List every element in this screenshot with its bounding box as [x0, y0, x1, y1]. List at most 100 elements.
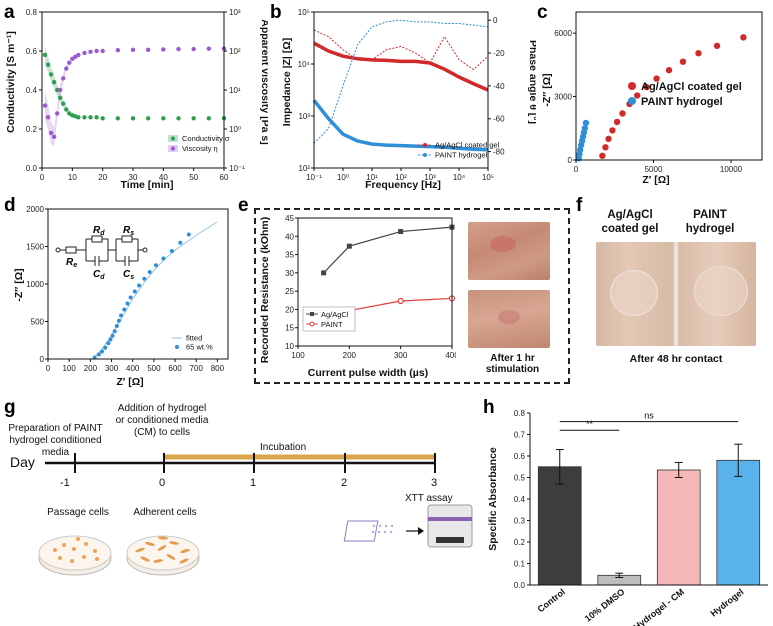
a-viscosity-point — [54, 111, 60, 116]
a-conductivity-point — [176, 116, 181, 121]
a-conductivity-point — [88, 115, 93, 120]
a-viscosity-point — [206, 46, 212, 51]
h-category-label: Hydrogel — [709, 587, 746, 619]
h-bar-0 — [537, 466, 582, 586]
c-point — [602, 144, 609, 151]
d-point — [110, 333, 115, 338]
c-point — [582, 119, 590, 127]
c-xlabel: Z′ [Ω] — [642, 174, 669, 186]
c-point — [613, 118, 621, 126]
a-conductivity-point — [191, 116, 196, 121]
b-legend-label: PAINT hydrogel — [435, 151, 488, 160]
c-ytick-label: 0 — [568, 156, 573, 165]
e-ytick-label: 40 — [285, 232, 294, 241]
b-y2tick-label: -40 — [493, 82, 505, 91]
dish-adherent-cells — [126, 535, 200, 576]
b-ytick-label: 10⁵ — [298, 8, 310, 17]
a-conductivity-point — [82, 115, 87, 120]
a-ytick-label: 0.0 — [26, 164, 38, 173]
a-viscosity-point — [176, 46, 181, 52]
a-ytick-label: 0.8 — [26, 8, 38, 17]
resistor-re — [65, 246, 77, 254]
f-caption: After 48 hr contact — [629, 353, 723, 365]
h-category-label: Hydrogel - CM — [632, 587, 686, 626]
d-xtick-label: 500 — [147, 364, 161, 373]
b-xtick-label: 10⁻¹ — [306, 173, 322, 182]
d-ylabel: -Z″ [Ω] — [13, 268, 25, 301]
g-text-preparation: Preparation of PAINT hydrogel conditione… — [8, 423, 103, 458]
e-ylabel: Recorded Resistance (kOhm) — [259, 217, 271, 363]
e-legend-label: Ag/AgCl — [321, 310, 349, 319]
a-legend-marker — [171, 136, 175, 141]
d-point — [119, 313, 124, 318]
d-point — [116, 318, 121, 323]
d-point — [106, 341, 111, 346]
a-y2tick-label: 10³ — [229, 8, 241, 17]
c-point — [609, 127, 616, 134]
b-xtick-label: 10² — [395, 173, 407, 182]
b-y2tick-label: -60 — [493, 115, 505, 124]
g-text-addition: Addition of hydrogel or conditioned medi… — [115, 403, 209, 438]
d-legend-marker — [175, 345, 179, 349]
b-xtick-label: 10¹ — [366, 173, 378, 182]
g-day-2: 2 — [341, 477, 348, 489]
c-legend-label: Ag/AgCl coated gel — [641, 81, 742, 93]
photo-arm-paint — [468, 290, 550, 348]
h-ylabel: Specific Absorbance — [487, 447, 499, 551]
e-point — [321, 270, 327, 276]
e-ytick-label: 15 — [285, 324, 294, 333]
ag-contact-mark — [610, 270, 658, 316]
d-xtick-label: 600 — [168, 364, 182, 373]
a-viscosity-point — [145, 47, 151, 53]
d-point — [112, 329, 117, 334]
h-ytick-label: 0.7 — [514, 431, 526, 440]
a-viscosity-point — [161, 47, 166, 52]
a-ylabel: Conductivity [S m⁻¹] — [5, 31, 17, 133]
a-conductivity-point — [42, 52, 48, 58]
d-point — [125, 301, 130, 306]
panel-label-d: d — [4, 195, 16, 216]
d-point — [178, 240, 183, 245]
a-viscosity-point — [58, 87, 63, 93]
e-line-agagcl — [323, 226, 453, 274]
a-legend-label: Viscosity η — [182, 144, 218, 153]
chart-b: 10⁻¹ 10⁰ 10¹ 10² 10³ 10⁴ 10⁵ 10² 10³ 10⁴ 10⁵ 0 -20 -4… — [281, 8, 536, 191]
e-xlabel: Current pulse width (µs) — [308, 367, 428, 379]
b-xlabel: Frequency [Hz] — [365, 179, 441, 191]
photo-arm-ag — [468, 222, 550, 280]
h-ytick-label: 0.8 — [514, 409, 526, 418]
panel-label-g: g — [4, 397, 16, 418]
dish-passage-cells — [38, 535, 112, 576]
f-label-ag: Ag/AgCl coated gel — [601, 209, 659, 235]
c-ylabel: -Z″ [Ω] — [541, 73, 553, 106]
d-point — [103, 345, 108, 350]
d-ytick-label: 1500 — [26, 243, 44, 252]
c-point — [653, 75, 660, 82]
a-conductivity-point — [48, 72, 54, 77]
e-xtick-label: 100 — [291, 351, 305, 360]
chart-a: 0 10 20 30 40 50 60 0.0 0.2 0.4 0.6 0.8 10⁻¹ 10⁰ 10¹ 10… — [5, 8, 268, 191]
e-ytick-label: 35 — [285, 251, 294, 260]
g-passage-cells: Passage cells — [47, 507, 109, 518]
a-conductivity-point — [76, 115, 81, 120]
d-point — [186, 232, 191, 237]
d-ytick-label: 0 — [40, 355, 45, 364]
d-point — [114, 324, 119, 328]
a-legend-marker — [171, 146, 175, 151]
h-ytick-label: 0.0 — [514, 581, 526, 590]
h-ytick-label: 0.1 — [514, 560, 526, 569]
panel-label-f: f — [576, 195, 583, 216]
a-ytick-label: 0.4 — [26, 86, 38, 95]
e-photo-caption: After 1 hr stimulation — [485, 353, 540, 375]
a-conductivity-point — [45, 62, 51, 67]
photo-arms-contact — [596, 242, 756, 346]
b-y2tick-label: -20 — [493, 49, 505, 58]
h-bar-3 — [716, 459, 761, 586]
e-xtick-label: 200 — [343, 351, 357, 360]
plate-reader-icon — [343, 504, 473, 548]
c-point — [605, 135, 612, 143]
e-xtick-label: 400 — [445, 351, 456, 360]
h-category-label: Control — [536, 587, 567, 615]
paint-contact-mark — [694, 266, 748, 316]
a-viscosity-band — [45, 48, 225, 147]
